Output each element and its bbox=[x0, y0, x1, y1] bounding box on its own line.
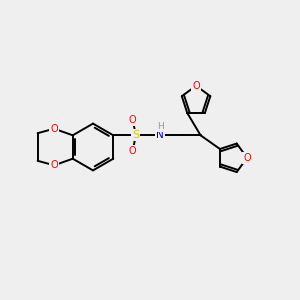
Text: O: O bbox=[50, 160, 58, 170]
Text: O: O bbox=[192, 81, 200, 91]
Text: O: O bbox=[50, 124, 58, 134]
Text: O: O bbox=[129, 146, 136, 156]
Text: H: H bbox=[157, 122, 164, 131]
Text: O: O bbox=[129, 115, 136, 125]
Text: S: S bbox=[132, 130, 139, 140]
Text: N: N bbox=[157, 130, 164, 140]
Text: O: O bbox=[243, 153, 251, 163]
